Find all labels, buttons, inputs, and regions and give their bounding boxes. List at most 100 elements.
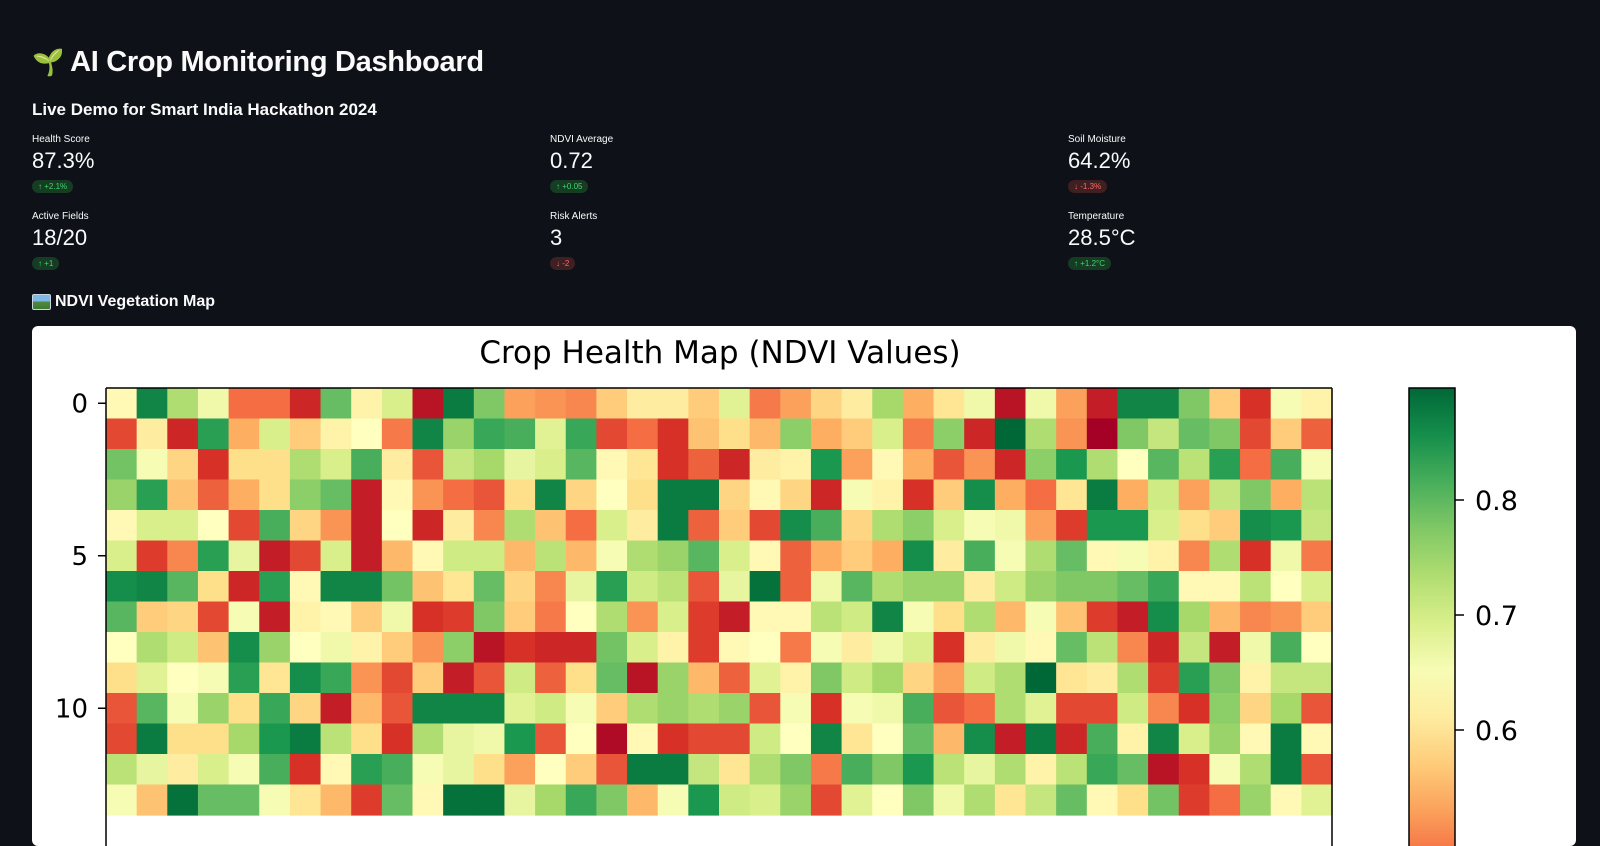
heatmap-cell <box>443 723 475 755</box>
heatmap-cell <box>381 571 414 603</box>
heatmap-cell <box>106 601 138 633</box>
metric-delta: ↓ -1.3% <box>1068 180 1108 193</box>
heatmap-cell <box>810 449 843 481</box>
heatmap-cell <box>1178 388 1210 420</box>
heatmap-cell <box>841 723 873 755</box>
heatmap-cell <box>1056 449 1088 481</box>
heatmap-cell <box>197 388 230 420</box>
heatmap-cell <box>381 540 414 572</box>
heatmap-cell <box>535 418 567 450</box>
map-icon <box>32 294 51 310</box>
heatmap-cell <box>1086 784 1119 816</box>
heatmap-cell <box>473 693 506 725</box>
heatmap-cell <box>259 540 291 572</box>
heatmap-cell <box>1178 479 1210 511</box>
heatmap-cell <box>1209 479 1241 511</box>
heatmap-cell <box>994 388 1027 420</box>
metric-delta-value: +1.2°C <box>1080 259 1106 268</box>
heatmap-cell <box>320 449 352 481</box>
heatmap-cell <box>872 601 904 633</box>
heatmap-cell <box>259 662 291 694</box>
heatmap-cell <box>289 449 322 481</box>
heatmap-cell <box>1056 784 1088 816</box>
metric-card: NDVI Average 0.72 ↑ +0.05 <box>550 134 613 194</box>
heatmap-cell <box>596 418 628 450</box>
heatmap-cell <box>289 418 322 450</box>
heatmap-cell <box>780 632 812 664</box>
heatmap-cell <box>841 693 873 725</box>
heatmap-cell <box>1209 754 1241 786</box>
heatmap-cell <box>289 723 322 755</box>
heatmap-cell <box>289 632 322 664</box>
heatmap-cell <box>167 449 199 481</box>
heatmap-cell <box>688 479 720 511</box>
heatmap-cell <box>719 571 751 603</box>
page-title-text: AI Crop Monitoring Dashboard <box>70 46 484 78</box>
heatmap-cell <box>565 723 597 755</box>
heatmap-cell <box>964 510 996 542</box>
heatmap-cell <box>841 754 873 786</box>
heatmap-cell <box>872 540 904 572</box>
heatmap-cell <box>872 510 904 542</box>
heatmap-cell <box>320 510 352 542</box>
heatmap-cell <box>106 754 138 786</box>
heatmap-cell <box>320 571 352 603</box>
heatmap-cell <box>412 540 444 572</box>
heatmap-cell <box>443 662 475 694</box>
heatmap-cell <box>994 601 1027 633</box>
heatmap-cell <box>443 418 475 450</box>
heatmap-cell <box>1117 723 1149 755</box>
heatmap-cell <box>535 540 567 572</box>
heatmap-cell <box>473 388 506 420</box>
heatmap-cell <box>1117 571 1149 603</box>
heatmap-cell <box>1025 510 1057 542</box>
heatmap-cell <box>197 571 230 603</box>
heatmap-cell <box>320 784 352 816</box>
heatmap-cell <box>841 571 873 603</box>
heatmap-cell <box>719 418 751 450</box>
heatmap-cell <box>1086 540 1119 572</box>
heatmap-cell <box>1301 784 1333 816</box>
heatmap-cell <box>443 693 475 725</box>
heatmap-cell <box>902 601 935 633</box>
metric-label: Risk Alerts <box>550 211 598 222</box>
section-title: NDVI Vegetation Map <box>55 293 216 310</box>
heatmap-cell <box>412 510 444 542</box>
heatmap-cell <box>1056 571 1088 603</box>
heatmap-cell <box>1086 571 1119 603</box>
heatmap-cell <box>627 540 659 572</box>
heatmap-cell <box>1025 601 1057 633</box>
heatmap-cell <box>381 632 414 664</box>
metric-delta-value: +1 <box>44 259 54 268</box>
heatmap-cell <box>810 540 843 572</box>
heatmap-cell <box>320 693 352 725</box>
heatmap-cell <box>228 418 260 450</box>
heatmap-cell <box>351 632 383 664</box>
heatmap-cell <box>289 601 322 633</box>
heatmap-cell <box>1117 754 1149 786</box>
heatmap-cell <box>1240 784 1272 816</box>
heatmap-cell <box>841 418 873 450</box>
heatmap-cell <box>872 693 904 725</box>
heatmap-cell <box>749 449 781 481</box>
heatmap-cell <box>259 449 291 481</box>
heatmap-cell <box>749 388 781 420</box>
heatmap-cell <box>688 632 720 664</box>
heatmap-cell <box>1301 418 1333 450</box>
heatmap-cell <box>596 479 628 511</box>
heatmap-cell <box>504 601 536 633</box>
heatmap-cell <box>933 418 965 450</box>
heatmap-cell <box>719 510 751 542</box>
heatmap-cell <box>289 388 322 420</box>
heatmap-cell <box>320 540 352 572</box>
heatmap-cell <box>780 784 812 816</box>
heatmap-cell <box>106 784 138 816</box>
arrow-up-icon: ↑ <box>1074 259 1078 268</box>
heatmap-cell <box>136 418 168 450</box>
heatmap-cell <box>381 723 414 755</box>
heatmap-cell <box>106 449 138 481</box>
metric-delta-value: -2 <box>562 259 570 268</box>
heatmap-cell <box>504 693 536 725</box>
heatmap-cell <box>565 479 597 511</box>
heatmap-cell <box>473 601 506 633</box>
